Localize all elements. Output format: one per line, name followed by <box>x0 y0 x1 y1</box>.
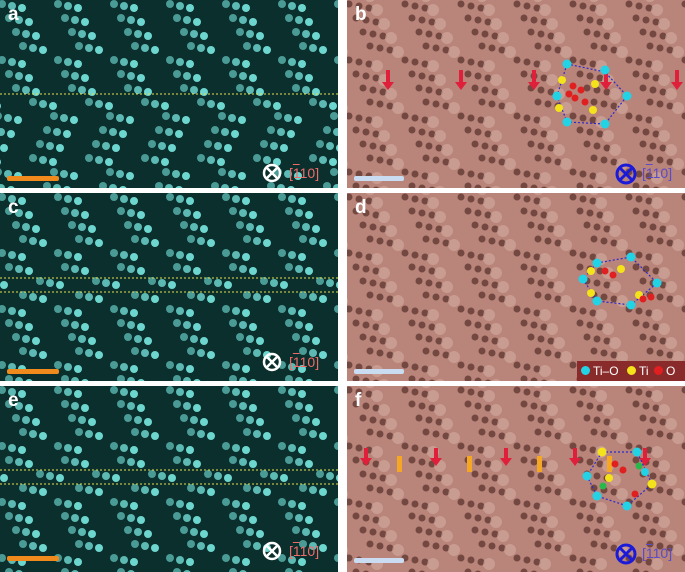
scale-bar <box>7 176 59 181</box>
legend-label: Ti–O <box>593 364 619 378</box>
zone-axis-symbol <box>615 163 637 188</box>
scale-bar <box>7 556 59 561</box>
arrow-3 <box>528 70 540 90</box>
panel-d: d Ti–O Ti O <box>347 193 685 381</box>
legend-label: O <box>666 364 676 378</box>
panel-f: f [110] <box>347 386 685 572</box>
abf-image <box>347 386 685 572</box>
panel-label: e <box>8 390 19 411</box>
red-arrows <box>382 70 683 90</box>
zone-axis-symbol <box>262 541 282 566</box>
arrow-overlay <box>360 447 657 511</box>
direction-label: [110] <box>289 354 320 370</box>
legend-swatch-ti-o <box>581 366 590 375</box>
zone-axis-symbol <box>262 352 282 377</box>
panel-label: d <box>355 197 367 218</box>
haadf-image <box>0 0 338 188</box>
arrow-2 <box>455 70 467 90</box>
arrow-overlay <box>382 59 683 129</box>
panel-c: c [110] <box>0 193 338 381</box>
unit-cell-model <box>552 59 632 129</box>
panel-label: c <box>8 197 19 218</box>
direction-label: [110] <box>289 165 320 181</box>
scale-bar <box>354 176 404 181</box>
panel-b: b [110] <box>347 0 685 188</box>
zone-axis-symbol <box>262 163 282 188</box>
direction-label: [110] <box>642 165 673 181</box>
scale-bar <box>354 369 404 374</box>
abf-image <box>347 193 685 381</box>
scale-bar <box>354 558 404 563</box>
arrow-1 <box>382 70 394 90</box>
scale-bar <box>7 369 59 374</box>
zone-axis-symbol <box>615 543 637 570</box>
panel-e: e [110] <box>0 386 338 572</box>
panel-a: a [110] <box>0 0 338 188</box>
abf-image <box>347 0 685 188</box>
panel-label: b <box>355 4 367 25</box>
arrow-5 <box>671 70 683 90</box>
panel-label: a <box>8 4 19 25</box>
direction-label: [110] <box>642 545 673 561</box>
unit-cell-model <box>582 447 657 511</box>
panel-label: f <box>355 390 362 411</box>
legend-swatch-o <box>654 366 663 375</box>
haadf-image <box>0 386 338 572</box>
haadf-image <box>0 193 338 381</box>
legend-label: Ti <box>639 364 649 378</box>
direction-label: [110] <box>289 543 320 559</box>
orange-markers <box>397 456 612 472</box>
unit-cell-model <box>578 252 662 310</box>
arrow-4 <box>600 70 612 90</box>
legend: Ti–O Ti O <box>577 361 685 381</box>
legend-swatch-ti <box>627 366 636 375</box>
